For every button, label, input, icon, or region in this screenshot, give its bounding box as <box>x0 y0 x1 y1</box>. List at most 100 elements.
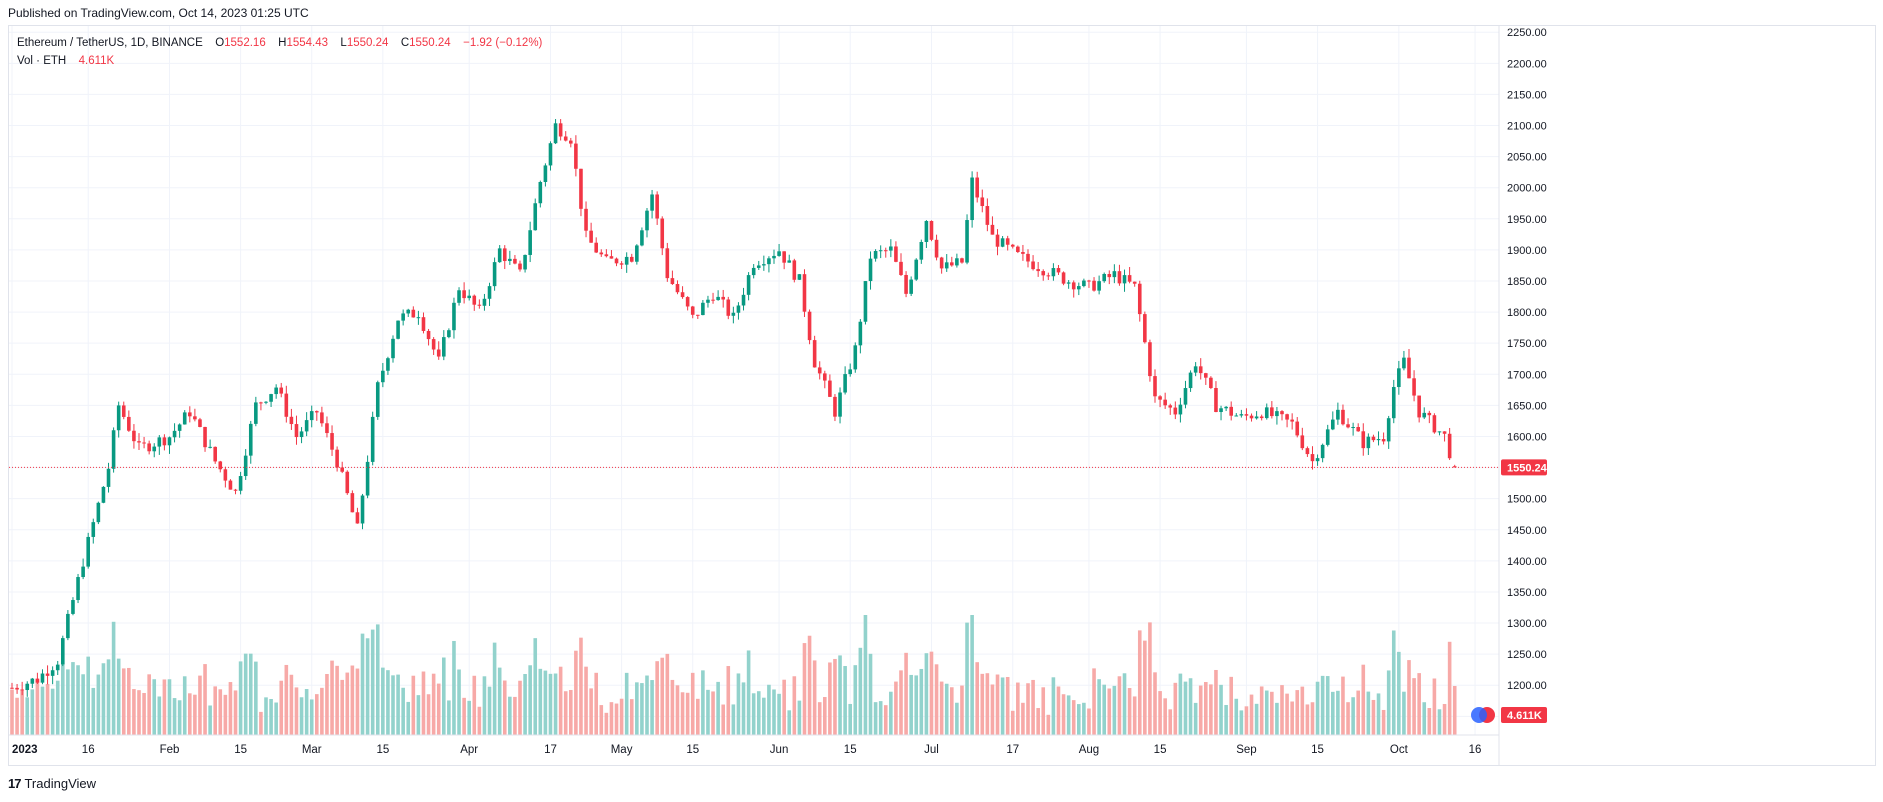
volume-bar <box>1320 675 1325 735</box>
candle-body <box>1371 436 1376 441</box>
volume-bar <box>533 638 538 735</box>
time-tick-label: 15 <box>844 744 857 756</box>
price-tick-label: 1650.00 <box>1507 400 1547 412</box>
candle-body <box>624 256 629 265</box>
volume-bar <box>30 689 35 735</box>
volume-bar <box>746 650 751 735</box>
candle-body <box>589 230 593 243</box>
volume-bar <box>1041 687 1046 735</box>
candle-body <box>188 412 192 417</box>
volume-bar <box>817 702 822 735</box>
volume-bar <box>731 704 736 735</box>
candle-body <box>675 284 680 293</box>
volume-bar <box>1361 664 1366 735</box>
volume-bar <box>386 670 390 735</box>
candle-body <box>386 358 390 371</box>
candle-body <box>1366 436 1371 449</box>
volume-bar <box>1219 684 1223 735</box>
chart-legend: Ethereum / TetherUS, 1D, BINANCE O1552.1… <box>17 34 542 70</box>
candle-body <box>513 258 517 264</box>
candle-body <box>1315 458 1320 462</box>
volume-bar <box>1204 682 1208 735</box>
volume-bar <box>1077 704 1081 735</box>
volume-bar <box>1117 676 1122 735</box>
candle-body <box>167 437 172 446</box>
candle-body <box>401 313 405 321</box>
candle-body <box>76 577 80 601</box>
volume-bar <box>1173 682 1178 735</box>
candle-body <box>843 374 847 393</box>
volume-bar <box>162 679 167 735</box>
candle-body <box>106 468 111 487</box>
volume-bar <box>909 674 913 735</box>
volume-bar <box>1071 700 1076 735</box>
volume-bar <box>86 656 90 735</box>
legend-symbol[interactable]: Ethereum / TetherUS, 1D, BINANCE <box>17 37 203 49</box>
volume-bar <box>604 712 609 735</box>
candle-body <box>533 203 538 231</box>
candle-body <box>1285 414 1289 420</box>
volume-bar <box>370 629 375 735</box>
candle-body <box>807 311 812 341</box>
volume-bar <box>350 665 355 735</box>
candle-body <box>365 461 370 496</box>
candle-body <box>614 258 619 264</box>
volume-bar <box>1102 684 1106 735</box>
candle-body <box>497 248 502 263</box>
time-tick-label: Jun <box>770 744 789 756</box>
candle-body <box>1264 407 1269 419</box>
flag-icon <box>1471 707 1487 723</box>
candle-body <box>81 566 85 578</box>
candle-body <box>10 687 14 689</box>
candle-body <box>20 689 24 691</box>
volume-bar <box>736 673 741 735</box>
time-tick-label: 15 <box>1311 744 1324 756</box>
candlestick-chart[interactable]: 1150.001200.001250.001300.001350.001400.… <box>9 26 1875 765</box>
volume-bar <box>223 694 228 735</box>
volume-bar <box>1188 678 1193 735</box>
candle-body <box>1234 415 1239 417</box>
candle-body <box>1356 427 1360 432</box>
volume-bar <box>91 687 96 735</box>
candle-body <box>40 673 45 683</box>
candle-body <box>741 294 746 306</box>
volume-bar <box>584 666 588 735</box>
candle-body <box>1254 416 1259 419</box>
volume-bar <box>137 690 141 735</box>
volume-bar <box>640 683 644 735</box>
volume-bar <box>1132 696 1137 735</box>
volume-bar <box>1376 693 1381 735</box>
volume-bar <box>787 710 792 735</box>
candle-body <box>909 279 913 294</box>
candle-body <box>248 423 253 456</box>
volume-bar <box>1427 708 1432 735</box>
candle-body <box>1305 448 1310 455</box>
candle-body <box>391 338 395 359</box>
candle-body <box>86 536 90 567</box>
legend-volume-label[interactable]: Vol · ETH <box>17 55 67 67</box>
candle-body <box>1193 366 1198 373</box>
volume-bar <box>182 676 187 735</box>
candle-body <box>457 290 461 303</box>
candle-body <box>345 471 350 494</box>
candle-body <box>655 194 659 219</box>
candle-body <box>1341 409 1345 425</box>
volume-bar <box>167 679 172 735</box>
volume-bar <box>61 664 65 735</box>
volume-bar <box>762 697 766 735</box>
candle-body <box>264 401 268 403</box>
candle-body <box>1280 411 1284 415</box>
footer-brand[interactable]: 17 TradingView <box>8 776 96 791</box>
volume-bar <box>487 686 492 735</box>
volume-bar <box>101 663 106 735</box>
candle-body <box>731 312 736 316</box>
volume-bar <box>1036 708 1040 735</box>
candle-body <box>777 251 781 256</box>
candle-body <box>157 437 162 447</box>
volume-bar <box>1198 685 1203 735</box>
candle-body <box>1452 466 1457 468</box>
volume-bar <box>1026 683 1030 735</box>
candle-body <box>350 493 355 513</box>
candle-body <box>1132 281 1137 284</box>
candle-body <box>436 349 441 357</box>
